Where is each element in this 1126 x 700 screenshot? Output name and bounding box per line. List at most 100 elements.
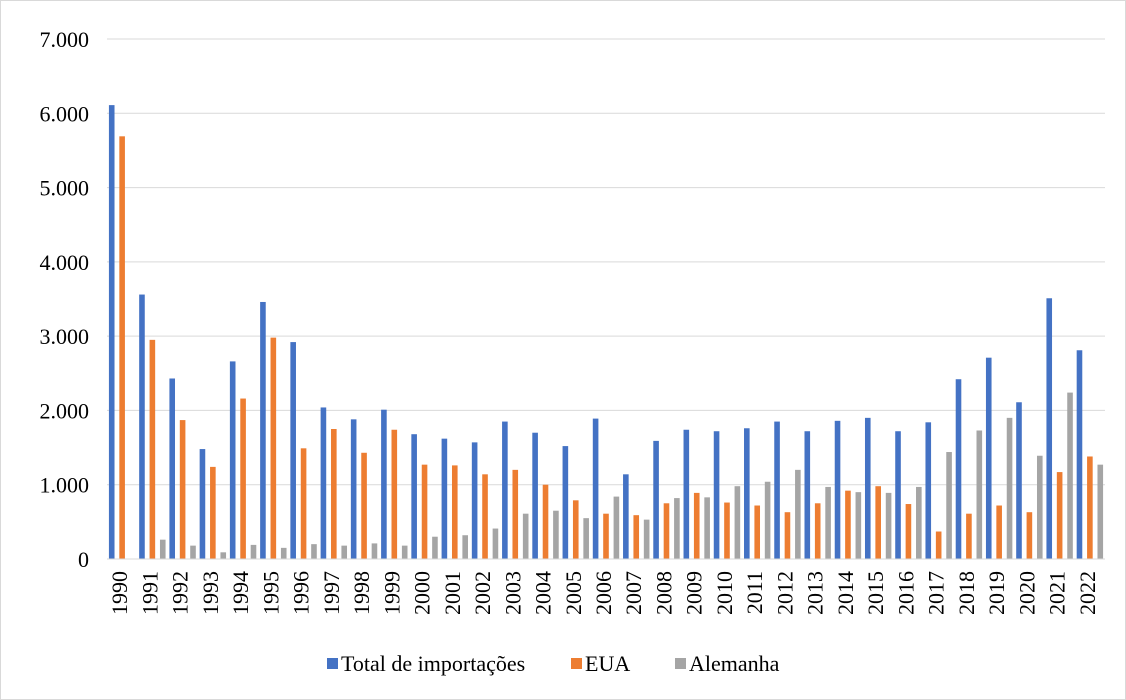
bar (462, 535, 468, 559)
bar (149, 339, 156, 559)
bar (280, 547, 287, 559)
x-tick-label: 1998 (349, 571, 374, 615)
legend-swatch (327, 658, 338, 669)
bar (199, 449, 206, 559)
bar (674, 498, 680, 559)
y-axis-ticks: 0 1.000 2.000 3.000 4.000 5.000 6.000 7.000 (40, 27, 90, 572)
x-tick-label: 2022 (1075, 571, 1100, 615)
bar (613, 496, 620, 559)
bar (562, 446, 569, 559)
bar (421, 464, 428, 559)
x-tick-label: 1990 (107, 571, 132, 615)
bar (381, 409, 387, 559)
x-tick-label: 2018 (954, 571, 979, 615)
bar (1076, 350, 1083, 559)
bar (1016, 402, 1022, 559)
bar (916, 486, 922, 559)
x-tick-label: 1992 (168, 571, 193, 615)
bar (502, 421, 508, 559)
bar (764, 481, 771, 559)
bar (260, 301, 266, 559)
bar (119, 136, 125, 560)
bar (834, 420, 841, 559)
bar (311, 544, 317, 559)
x-tick-label: 2020 (1014, 571, 1039, 615)
bar (401, 545, 408, 559)
bar (966, 513, 972, 559)
bar (1056, 472, 1063, 559)
bar (976, 430, 983, 559)
bar (603, 513, 609, 559)
x-tick-label: 2012 (772, 571, 797, 615)
bar (653, 440, 659, 559)
bar (229, 361, 236, 559)
bar (633, 515, 640, 559)
bar (855, 492, 862, 559)
x-tick-label: 2007 (621, 571, 646, 615)
legend-swatch (571, 658, 582, 669)
bar (795, 469, 801, 559)
bar (572, 500, 579, 559)
bar (159, 539, 166, 559)
bar (845, 490, 851, 559)
bar (804, 431, 811, 559)
bar (592, 418, 599, 559)
gridlines (107, 38, 1105, 486)
y-tick-label: 0 (78, 547, 89, 572)
bar (139, 294, 145, 559)
bar (1026, 512, 1033, 559)
bar (996, 505, 1002, 559)
bar (441, 438, 448, 559)
bar (391, 429, 398, 559)
x-tick-label: 2001 (440, 571, 465, 615)
y-tick-label: 2.000 (40, 398, 90, 423)
bar (411, 434, 417, 559)
bar (1006, 417, 1013, 559)
bar (724, 502, 730, 559)
bar (623, 474, 629, 559)
bar (522, 513, 529, 559)
bar (774, 421, 780, 559)
bar (754, 505, 761, 559)
legend-label: Alemanha (689, 651, 780, 676)
legend-label: EUA (585, 651, 630, 676)
x-tick-label: 2000 (410, 571, 435, 615)
y-tick-label: 3.000 (40, 324, 90, 349)
bar (825, 486, 831, 559)
x-tick-label: 1996 (289, 571, 314, 615)
bar (361, 452, 367, 559)
x-tick-label: 1995 (258, 571, 283, 615)
x-tick-label: 1991 (137, 571, 162, 615)
bar (350, 419, 357, 559)
bar (875, 486, 881, 559)
x-tick-label: 2006 (591, 571, 616, 615)
x-tick-label: 2017 (924, 571, 949, 615)
bar (553, 510, 559, 559)
bar (482, 474, 488, 559)
x-tick-label: 2015 (863, 571, 888, 615)
bar (864, 417, 871, 559)
x-tick-label: 1994 (228, 571, 253, 615)
bar (179, 420, 186, 559)
x-tick-label: 2011 (742, 571, 767, 614)
x-tick-label: 2008 (651, 571, 676, 615)
bar (895, 431, 901, 559)
bar (108, 105, 115, 559)
bar (169, 378, 176, 559)
bar (784, 512, 791, 559)
bar (925, 422, 932, 559)
bar (240, 398, 246, 559)
y-tick-label: 1.000 (40, 473, 90, 498)
x-axis-ticks: 1990 1991 1992 1993 1994 1995 1996 1997 1998 1999… (107, 571, 1100, 615)
bar (190, 545, 196, 559)
bar (1087, 456, 1093, 559)
y-tick-label: 5.000 (40, 176, 90, 201)
bar (1067, 392, 1073, 559)
bar (704, 497, 710, 559)
bar (532, 432, 538, 559)
x-tick-label: 2005 (561, 571, 586, 615)
x-tick-label: 1999 (379, 571, 404, 615)
legend-label: Total de importações (341, 651, 525, 676)
